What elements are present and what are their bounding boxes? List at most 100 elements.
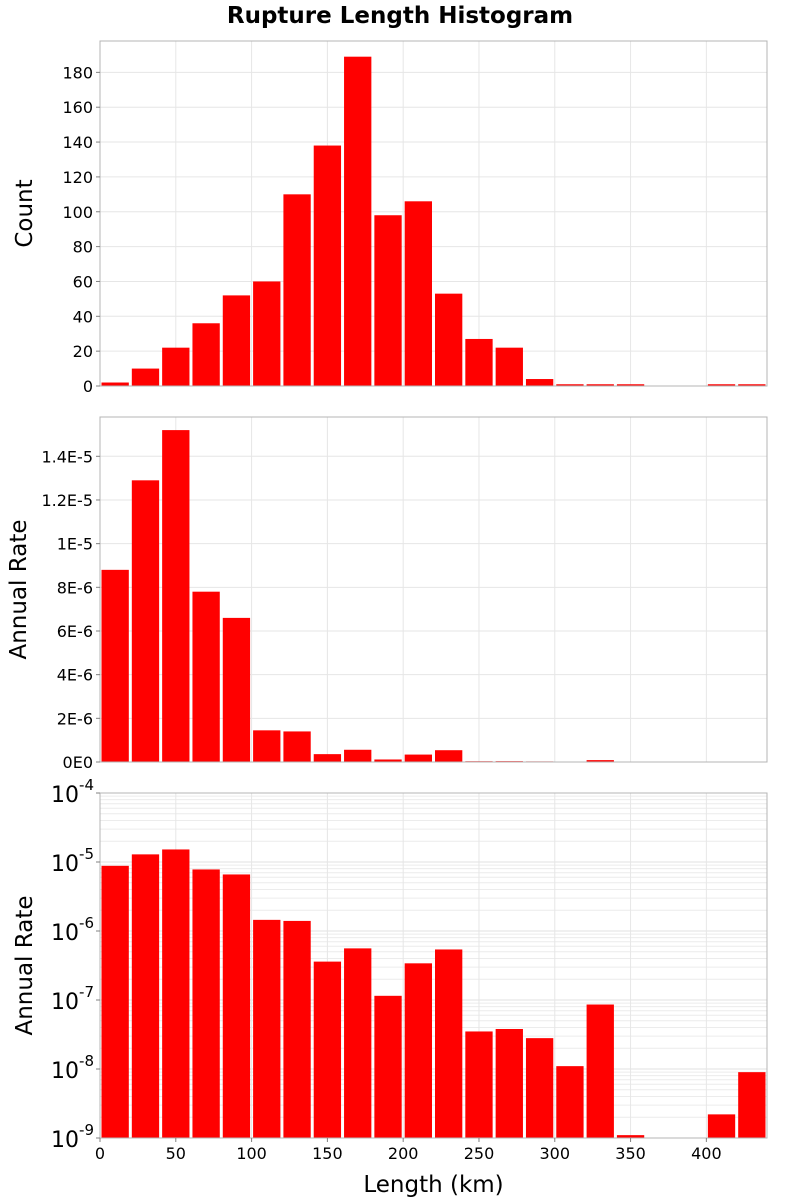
histogram-bar <box>738 1072 765 1138</box>
y-tick-label: 10-8 <box>51 1052 94 1084</box>
y-tick-label-base: 10 <box>51 1059 79 1084</box>
y-tick-label: 80 <box>73 238 93 257</box>
y-tick-label-base: 10 <box>51 1128 79 1153</box>
histogram-bar <box>223 874 250 1138</box>
histogram-bar <box>314 754 341 762</box>
histogram-bar <box>405 963 432 1138</box>
histogram-bar <box>314 146 341 386</box>
histogram-bar <box>283 921 310 1138</box>
y-tick-label: 1E-5 <box>57 535 93 554</box>
histogram-bar <box>162 849 189 1138</box>
y-tick-label: 10-6 <box>51 914 94 946</box>
histogram-bar <box>708 1114 735 1138</box>
x-tick-label: 250 <box>464 1144 495 1163</box>
y-tick-label-base: 10 <box>51 852 79 877</box>
y-tick-label: 10-9 <box>51 1121 94 1153</box>
y-tick-label-exponent: -5 <box>79 845 94 863</box>
histogram-bar <box>192 323 219 386</box>
histogram-bar <box>374 215 401 386</box>
count-histogram-panel: 0 20 40 60 80 100 120 140 160 180 Count <box>12 41 767 396</box>
y-tick-label-base: 10 <box>51 990 79 1015</box>
y-tick-label: 8E-6 <box>57 578 93 597</box>
histogram-bar <box>314 962 341 1138</box>
histogram-bar <box>192 869 219 1138</box>
y-tick-label-exponent: -8 <box>79 1052 94 1070</box>
histogram-bar <box>102 383 129 386</box>
histogram-bar <box>435 750 462 762</box>
y-tick-label: 1.2E-5 <box>41 491 93 510</box>
y-tick-label: 10-7 <box>51 983 94 1015</box>
y-tick-label-exponent: -9 <box>79 1121 94 1139</box>
y-tick-label: 10-4 <box>51 776 94 808</box>
histogram-bar <box>344 57 371 386</box>
y-tick-label-exponent: -6 <box>79 914 94 932</box>
y-tick-label: 0 <box>83 377 93 396</box>
y-tick-label-base: 10 <box>51 783 79 808</box>
histogram-bar <box>162 430 189 762</box>
histogram-bar <box>192 592 219 762</box>
y-tick-label-exponent: -7 <box>79 983 94 1001</box>
histogram-bar <box>496 1029 523 1138</box>
x-tick-label: 300 <box>539 1144 570 1163</box>
histogram-bar <box>374 996 401 1138</box>
histogram-bar <box>253 920 280 1138</box>
histogram-bar <box>253 730 280 762</box>
histogram-bar <box>344 750 371 762</box>
y-tick-label-base: 10 <box>51 921 79 946</box>
histogram-bar <box>344 948 371 1138</box>
histogram-bar <box>132 480 159 762</box>
y-tick-label: 1.4E-5 <box>41 447 93 466</box>
y-tick-label: 160 <box>62 98 93 117</box>
x-tick-label: 50 <box>166 1144 186 1163</box>
histogram-bar <box>102 866 129 1138</box>
y-tick-label: 140 <box>62 133 93 152</box>
y-tick-label: 2E-6 <box>57 709 93 728</box>
histogram-bar <box>405 201 432 386</box>
y-tick-label: 20 <box>73 342 93 361</box>
histogram-bar <box>132 369 159 386</box>
x-axis-label: Length (km) <box>363 1172 503 1198</box>
y-tick-label-exponent: -4 <box>79 776 94 794</box>
x-tick-label: 0 <box>95 1144 105 1163</box>
y-tick-label: 60 <box>73 272 93 291</box>
x-tick-label: 150 <box>312 1144 343 1163</box>
histogram-bar <box>465 339 492 386</box>
histogram-bar <box>556 1066 583 1138</box>
y-tick-label: 6E-6 <box>57 622 93 641</box>
x-tick-label: 200 <box>388 1144 419 1163</box>
histogram-bar <box>283 731 310 762</box>
histogram-bar <box>132 854 159 1138</box>
y-tick-label: 120 <box>62 168 93 187</box>
y-tick-label: 4E-6 <box>57 666 93 685</box>
y-tick-label: 10-5 <box>51 845 94 877</box>
x-tick-label: 400 <box>691 1144 722 1163</box>
y-axis-label: Annual Rate <box>12 896 38 1036</box>
histogram-bar <box>223 618 250 762</box>
histogram-bar <box>102 570 129 762</box>
histogram-bar <box>435 294 462 386</box>
histogram-bar <box>283 194 310 386</box>
y-axis-label: Count <box>12 179 38 247</box>
chart-title: Rupture Length Histogram <box>227 3 573 29</box>
histogram-bar <box>253 281 280 386</box>
rate-linear-histogram-panel: 0E0 2E-6 4E-6 6E-6 8E-6 1E-5 1.2E-5 1.4E-5 Annua… <box>6 417 767 772</box>
histogram-bar <box>496 348 523 386</box>
histogram-bar <box>465 1031 492 1138</box>
y-axis-label: Annual Rate <box>6 520 32 660</box>
histogram-bar <box>162 348 189 386</box>
y-tick-label: 180 <box>62 63 93 82</box>
histogram-bar <box>435 949 462 1138</box>
histogram-bar <box>526 379 553 386</box>
x-tick-label: 350 <box>615 1144 646 1163</box>
histogram-bar <box>526 1038 553 1138</box>
histogram-bar <box>587 1005 614 1138</box>
y-tick-label: 0E0 <box>63 753 93 772</box>
histogram-bar <box>223 295 250 386</box>
y-tick-label: 100 <box>62 203 93 222</box>
x-tick-label: 100 <box>236 1144 267 1163</box>
histogram-bar <box>405 755 432 762</box>
y-tick-label: 40 <box>73 307 93 326</box>
